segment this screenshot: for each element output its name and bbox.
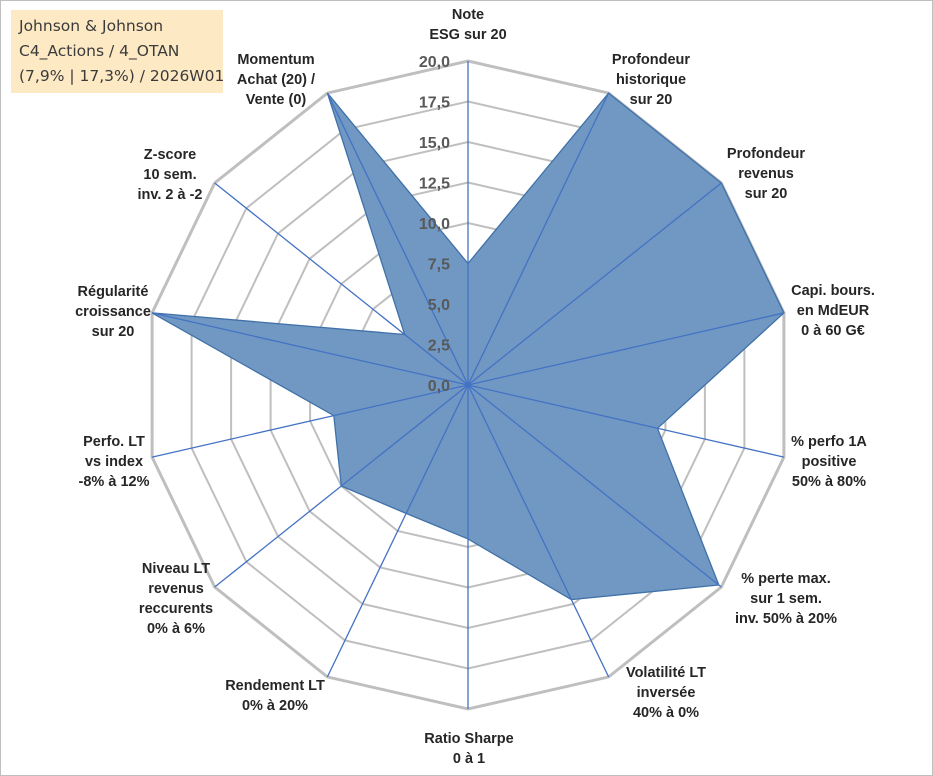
axis-label-line: inv. 50% à 20% [735, 611, 837, 627]
axis-label-line: Momentum [237, 52, 314, 68]
axis-label: Régularité croissance sur 20 [75, 284, 151, 340]
axis-label-line: vs index [85, 454, 143, 470]
chart-title-box: Johnson & Johnson C4_Actions / 4_OTAN (7… [11, 10, 225, 93]
axis-label-line: Niveau LT [142, 561, 210, 577]
chart-title-line-2: C4_Actions / 4_OTAN [19, 42, 180, 60]
axis-label: Profondeur historique sur 20 [612, 52, 690, 108]
axis-label-line: Vente (0) [246, 92, 307, 108]
axis-label: Capi. bours. en MdEUR 0 à 60 G€ [791, 283, 875, 339]
axis-label-line: Régularité [78, 284, 149, 300]
axis-label-line: 0% à 20% [242, 698, 308, 714]
axis-label-line: reccurents [139, 601, 213, 617]
axis-label-line: sur 20 [745, 186, 788, 202]
axis-spoke [467, 384, 610, 678]
axis-label-line: % perte max. [741, 571, 830, 587]
tick-label: 2,5 [428, 338, 450, 355]
axis-spoke [214, 182, 469, 386]
tick-label: 7,5 [428, 257, 450, 274]
tick-label: 10,0 [419, 216, 450, 233]
axis-spoke [467, 384, 785, 458]
tick-label: 17,5 [419, 95, 450, 112]
tick-label: 15,0 [419, 135, 450, 152]
axis-label: Note ESG sur 20 [429, 7, 506, 43]
radar-tick-labels: 0,0 2,5 5,0 7,5 10,0 12,5 15,0 17,5 20,0 [419, 54, 450, 395]
axis-spoke [151, 312, 469, 386]
tick-label: 5,0 [428, 297, 450, 314]
axis-label-line: Profondeur [612, 52, 690, 68]
axis-spoke [151, 384, 469, 458]
axis-label-line: Rendement LT [225, 678, 325, 694]
axis-label-line: 0 à 60 G€ [801, 323, 865, 339]
axis-spoke [467, 384, 722, 588]
axis-label-line: Capi. bours. [791, 283, 875, 299]
axis-label: Profondeur revenus sur 20 [727, 146, 805, 202]
axis-label: Momentum Achat (20) / Vente (0) [237, 52, 315, 108]
axis-label-line: croissance [75, 304, 151, 320]
axis-label: Rendement LT 0% à 20% [225, 678, 325, 714]
tick-label: 12,5 [419, 176, 450, 193]
radar-axis-labels: Note ESG sur 20 Profondeur historique sur 20… [75, 7, 875, 767]
axis-label-line: Z-score [144, 147, 196, 163]
axis-spoke [326, 384, 469, 678]
axis-label: Perfo. LT vs index -8% à 12% [79, 434, 150, 490]
axis-label-line: 0% à 6% [147, 621, 205, 637]
tick-label: 0,0 [428, 378, 450, 395]
axis-label-line: Perfo. LT [83, 434, 145, 450]
axis-label-line: sur 20 [92, 324, 135, 340]
axis-label-line: Achat (20) / [237, 72, 315, 88]
axis-label: Volatilité LT inversée 40% à 0% [626, 665, 706, 721]
axis-label-line: Profondeur [727, 146, 805, 162]
axis-label: Niveau LT revenus reccurents 0% à 6% [139, 561, 213, 637]
axis-spoke [467, 182, 722, 386]
axis-label-line: 0 à 1 [453, 751, 485, 767]
axis-label: Ratio Sharpe 0 à 1 [424, 731, 513, 767]
axis-label-line: 50% à 80% [792, 474, 866, 490]
axis-label-line: inversée [637, 685, 696, 701]
axis-label-line: revenus [148, 581, 204, 597]
axis-spoke [467, 312, 785, 386]
axis-spoke [467, 92, 610, 386]
axis-label-line: 40% à 0% [633, 705, 699, 721]
axis-label-line: en MdEUR [797, 303, 870, 319]
chart-title-line-1: Johnson & Johnson [19, 17, 164, 35]
axis-label-line: -8% à 12% [79, 474, 150, 490]
axis-label-line: positive [802, 454, 857, 470]
axis-spoke [326, 92, 469, 386]
axis-label: % perte max. sur 1 sem. inv. 50% à 20% [735, 571, 837, 627]
axis-label-line: sur 1 sem. [750, 591, 822, 607]
axis-label-line: Note [452, 7, 484, 23]
chart-title-line-3: (7,9% | 17,3%) / 2026W01 [19, 67, 225, 85]
tick-label: 20,0 [419, 54, 450, 71]
axis-label-line: sur 20 [630, 92, 673, 108]
axis-label-line: Ratio Sharpe [424, 731, 513, 747]
axis-label-line: ESG sur 20 [429, 27, 506, 43]
axis-spoke [214, 384, 469, 588]
axis-label-line: inv. 2 à -2 [137, 187, 202, 203]
axis-label: % perfo 1A positive 50% à 80% [791, 434, 867, 490]
axis-label-line: 10 sem. [143, 167, 196, 183]
radar-spokes [151, 61, 785, 709]
axis-label-line: % perfo 1A [791, 434, 867, 450]
axis-label-line: historique [616, 72, 686, 88]
axis-label-line: Volatilité LT [626, 665, 706, 681]
axis-label: Z-score 10 sem. inv. 2 à -2 [137, 147, 202, 203]
axis-label-line: revenus [738, 166, 794, 182]
